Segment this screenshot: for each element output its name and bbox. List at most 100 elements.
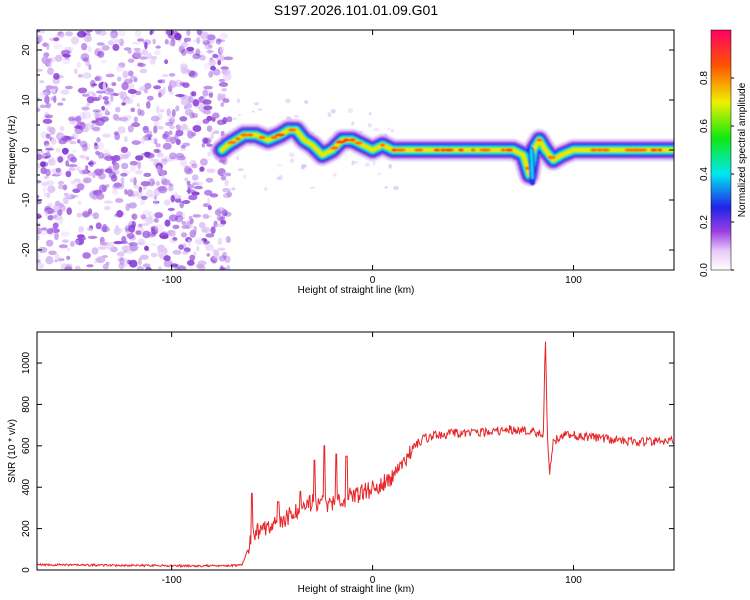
noise-blob — [61, 147, 69, 155]
noise-blob — [41, 152, 47, 158]
noise-blob — [74, 125, 82, 129]
x-tick-label: -100 — [162, 275, 182, 286]
noise-blob — [37, 194, 40, 199]
y-tick-label: -20 — [21, 242, 32, 257]
noise-blob — [82, 57, 89, 62]
noise-blob — [95, 168, 102, 174]
noise-blob — [120, 172, 128, 177]
snr-xlabel: Height of straight line (km) — [298, 584, 415, 595]
noise-blob — [77, 139, 81, 144]
noise-blob — [186, 260, 195, 266]
noise-blob — [76, 30, 87, 38]
spectrogram-ylabel: Frequency (Hz) — [7, 116, 18, 185]
noise-blob — [46, 208, 55, 214]
noise-blob — [123, 47, 132, 51]
noise-blob — [62, 239, 69, 243]
noise-blob — [41, 56, 49, 65]
noise-blob — [69, 140, 77, 145]
noise-blob — [127, 189, 134, 197]
noise-blob — [160, 157, 168, 166]
noise-blob — [147, 194, 156, 199]
noise-blob — [294, 114, 299, 118]
noise-blob — [42, 185, 47, 194]
noise-blob — [54, 259, 58, 263]
noise-blob — [112, 162, 120, 171]
noise-blob — [393, 185, 399, 191]
noise-blob — [102, 133, 112, 138]
noise-blob — [93, 111, 103, 119]
noise-blob — [60, 32, 65, 39]
noise-blob — [153, 125, 158, 134]
noise-blob — [165, 121, 173, 127]
noise-blob — [76, 212, 83, 218]
noise-blob — [162, 86, 166, 95]
noise-blob — [182, 82, 190, 88]
noise-blob — [182, 200, 191, 204]
noise-blob — [135, 230, 142, 236]
noise-blob — [142, 209, 152, 216]
noise-blob — [62, 196, 69, 205]
noise-blob — [213, 249, 220, 258]
noise-blob — [203, 105, 213, 111]
noise-blob — [220, 175, 227, 181]
noise-blob — [222, 251, 227, 259]
noise-blob — [157, 125, 164, 130]
noise-blob — [110, 30, 118, 39]
trace-hotspot — [329, 146, 340, 150]
noise-blob — [367, 123, 372, 128]
noise-blob — [203, 109, 212, 115]
colorbar-gradient — [710, 29, 732, 271]
noise-blob — [70, 194, 79, 198]
noise-blob — [111, 82, 117, 87]
noise-blob — [104, 206, 111, 211]
trace-hotspot — [258, 135, 266, 140]
noise-blob — [45, 256, 54, 265]
noise-blob — [186, 30, 191, 36]
noise-blob — [136, 265, 144, 270]
noise-blob — [78, 226, 85, 233]
noise-blob — [224, 255, 231, 264]
noise-blob — [92, 126, 101, 132]
noise-blob — [156, 165, 162, 174]
colorbar-tick-label: 0.6 — [699, 119, 710, 133]
noise-blob — [121, 162, 129, 170]
noise-blob — [168, 157, 172, 163]
noise-blob — [54, 232, 59, 241]
noise-blob — [192, 53, 201, 60]
noise-blob — [172, 249, 182, 255]
noise-blob — [37, 180, 42, 184]
noise-blob — [133, 177, 137, 186]
noise-blob — [168, 130, 173, 136]
noise-blob — [86, 30, 93, 33]
noise-blob — [210, 131, 214, 140]
noise-blob — [169, 136, 177, 144]
noise-blob — [226, 191, 233, 198]
noise-blob — [57, 256, 63, 263]
colorbar-ticks: 0.0 0.2 0.4 0.6 0.8 — [699, 71, 734, 277]
noise-blob — [111, 190, 120, 195]
colorbar-tick-label: 0.2 — [699, 215, 710, 229]
noise-blob — [139, 56, 148, 60]
x-tick-label: 100 — [565, 275, 582, 286]
noise-blob — [104, 108, 109, 114]
noise-blob — [66, 255, 71, 260]
noise-blob — [189, 254, 196, 261]
noise-blob — [57, 209, 63, 217]
noise-blob — [100, 168, 105, 174]
noise-blob — [372, 160, 376, 166]
noise-blob — [288, 152, 295, 158]
noise-blob — [201, 226, 211, 234]
noise-blob — [220, 102, 225, 107]
noise-blob — [170, 194, 176, 203]
noise-blob — [118, 262, 125, 270]
noise-blob — [210, 226, 216, 235]
noise-blob — [113, 182, 122, 188]
noise-blob — [142, 230, 151, 239]
noise-blob — [187, 130, 194, 139]
noise-blob — [70, 36, 80, 45]
noise-blob — [79, 154, 86, 159]
noise-blob — [221, 216, 226, 220]
x-tick-label: 100 — [565, 575, 582, 586]
noise-blob — [104, 111, 110, 116]
noise-blob — [161, 79, 166, 84]
